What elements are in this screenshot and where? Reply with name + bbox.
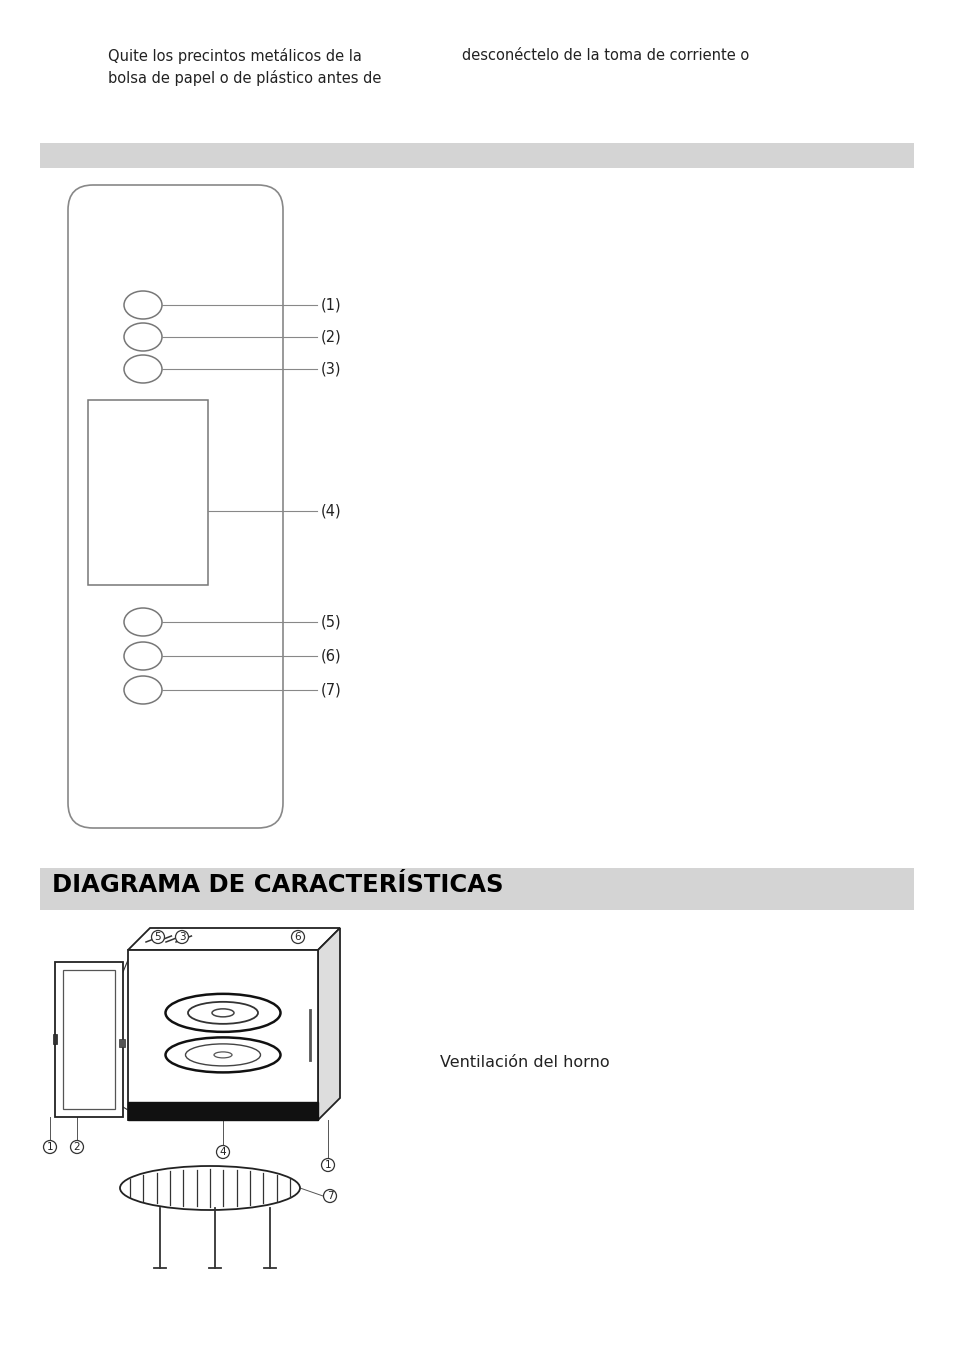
Ellipse shape: [185, 1044, 260, 1066]
Ellipse shape: [120, 1166, 299, 1210]
Text: 5: 5: [154, 932, 161, 942]
Ellipse shape: [124, 676, 162, 704]
Text: 1: 1: [47, 1141, 53, 1152]
Ellipse shape: [321, 1159, 335, 1171]
Ellipse shape: [124, 324, 162, 351]
Text: (6): (6): [320, 649, 341, 663]
Ellipse shape: [71, 1140, 84, 1154]
Bar: [55, 961, 123, 1117]
Text: (5): (5): [320, 615, 341, 630]
Ellipse shape: [124, 291, 162, 320]
Bar: [40, 868, 913, 910]
Ellipse shape: [165, 1037, 280, 1072]
Text: (1): (1): [320, 298, 341, 313]
Text: 7: 7: [326, 1192, 333, 1201]
FancyBboxPatch shape: [68, 185, 283, 829]
Text: 4: 4: [219, 1147, 226, 1158]
Text: (4): (4): [320, 504, 341, 519]
Ellipse shape: [212, 1009, 233, 1017]
Ellipse shape: [44, 1140, 56, 1154]
Text: 6: 6: [294, 932, 301, 942]
Polygon shape: [317, 927, 339, 1120]
Bar: [88, 399, 208, 585]
Ellipse shape: [213, 1052, 232, 1057]
Ellipse shape: [175, 930, 189, 944]
Text: Quite los precintos metálicos de la
bolsa de papel o de plástico antes de: Quite los precintos metálicos de la bols…: [108, 47, 381, 87]
Ellipse shape: [188, 1002, 257, 1024]
Text: (3): (3): [320, 362, 341, 376]
Ellipse shape: [124, 608, 162, 636]
Ellipse shape: [323, 1190, 336, 1202]
Bar: [53, 1034, 57, 1044]
Bar: [128, 951, 317, 1120]
Text: (7): (7): [320, 682, 341, 697]
Text: desconéctelo de la toma de corriente o: desconéctelo de la toma de corriente o: [461, 47, 748, 64]
Text: 1: 1: [324, 1160, 331, 1170]
Ellipse shape: [292, 930, 304, 944]
Text: Ventilación del horno: Ventilación del horno: [439, 1055, 609, 1070]
Bar: [143, 965, 303, 1110]
Bar: [40, 144, 913, 168]
Text: 3: 3: [178, 932, 185, 942]
Bar: [63, 969, 115, 1109]
Ellipse shape: [124, 642, 162, 670]
Bar: [119, 1039, 125, 1047]
Polygon shape: [128, 927, 339, 951]
Text: (2): (2): [320, 329, 341, 344]
Bar: [128, 1102, 317, 1120]
Ellipse shape: [152, 930, 164, 944]
Text: 2: 2: [73, 1141, 80, 1152]
Ellipse shape: [165, 994, 280, 1032]
Ellipse shape: [216, 1145, 230, 1159]
Text: DIAGRAMA DE CARACTERÍSTICAS: DIAGRAMA DE CARACTERÍSTICAS: [52, 873, 503, 896]
Ellipse shape: [124, 355, 162, 383]
